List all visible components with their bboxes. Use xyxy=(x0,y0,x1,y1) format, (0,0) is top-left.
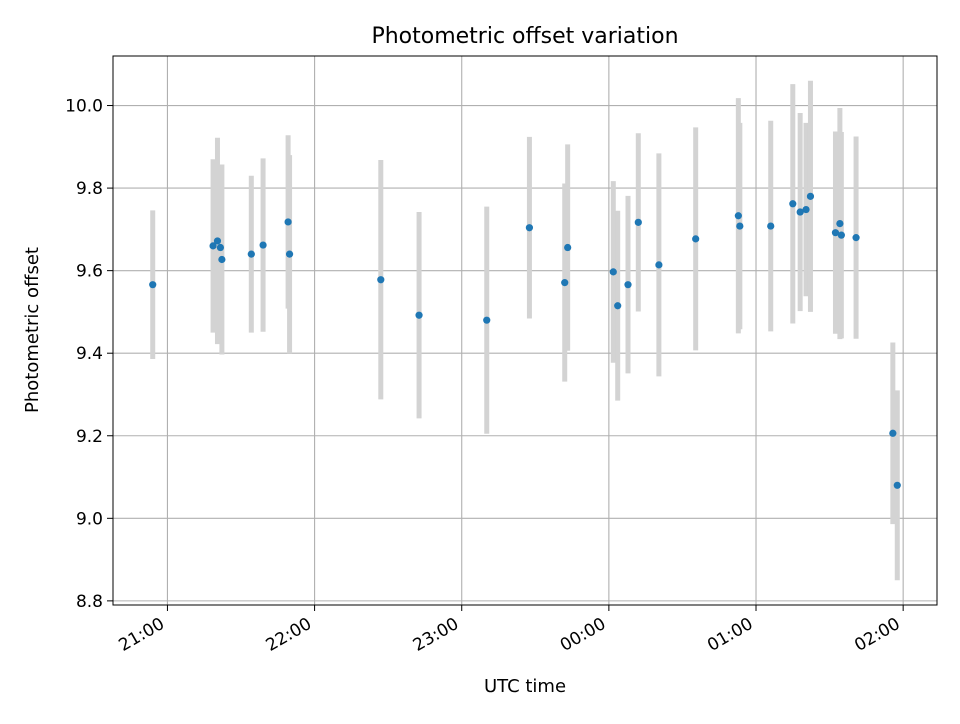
data-point xyxy=(655,261,663,269)
data-point xyxy=(889,429,897,437)
data-point xyxy=(802,205,810,214)
x-axis-label: UTC time xyxy=(484,676,566,697)
data-point xyxy=(247,250,255,258)
y-tick-label: 9.2 xyxy=(76,427,103,447)
data-point xyxy=(734,212,742,220)
data-point xyxy=(561,279,569,287)
data-point xyxy=(377,276,385,284)
y-tick-label: 10.0 xyxy=(65,97,103,117)
data-point xyxy=(483,316,491,324)
y-tick-label: 9.0 xyxy=(76,509,103,529)
data-point xyxy=(634,218,642,226)
data-point xyxy=(893,481,901,489)
data-point xyxy=(831,229,840,237)
data-point xyxy=(789,200,797,208)
data-point xyxy=(218,255,226,264)
data-point xyxy=(284,218,292,226)
data-point xyxy=(614,302,622,310)
y-axis-ticks: 8.8 9.0 9.2 9.4 9.6 9.8 10.0 xyxy=(65,97,113,612)
y-tick-label: 9.4 xyxy=(76,344,103,364)
data-point xyxy=(285,250,294,258)
data-point xyxy=(149,281,157,289)
data-point xyxy=(525,224,534,232)
data-point xyxy=(767,222,775,230)
data-point xyxy=(692,235,700,243)
data-point xyxy=(564,243,572,252)
data-point xyxy=(216,243,225,252)
data-point xyxy=(209,242,217,250)
data-point xyxy=(836,219,844,228)
y-tick-label: 8.8 xyxy=(76,592,103,612)
y-tick-label: 9.6 xyxy=(76,262,103,282)
data-point xyxy=(736,222,744,230)
data-point xyxy=(415,311,423,319)
y-axis-label: Photometric offset xyxy=(22,247,43,413)
marker-layer xyxy=(149,192,901,489)
data-point xyxy=(837,231,845,239)
data-point xyxy=(609,268,617,276)
data-point xyxy=(624,281,632,289)
data-point xyxy=(852,234,860,242)
data-point xyxy=(796,208,804,216)
chart-title: Photometric offset variation xyxy=(371,24,678,49)
data-point xyxy=(213,237,222,245)
y-tick-label: 9.8 xyxy=(76,179,103,199)
data-point xyxy=(259,241,267,249)
data-point xyxy=(806,192,815,200)
plot-frame xyxy=(112,55,938,606)
